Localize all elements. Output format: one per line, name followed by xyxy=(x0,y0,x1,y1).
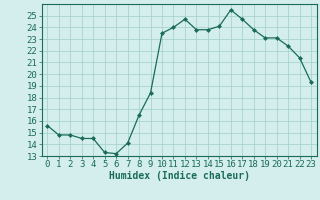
X-axis label: Humidex (Indice chaleur): Humidex (Indice chaleur) xyxy=(109,171,250,181)
